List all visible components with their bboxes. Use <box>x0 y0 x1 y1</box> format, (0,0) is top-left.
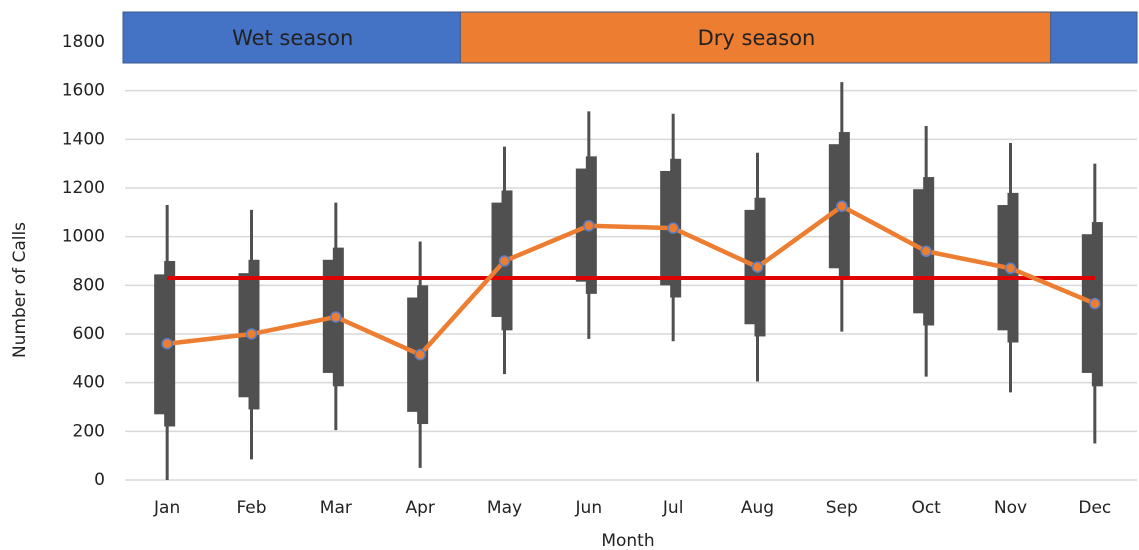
season-band: Wet season <box>122 11 463 64</box>
y-tick-label: 1600 <box>62 81 105 101</box>
y-tick-label: 800 <box>73 275 105 295</box>
x-tick-label: Sep <box>826 498 858 518</box>
series-marker <box>330 311 342 323</box>
season-band: Dry season <box>459 11 1054 64</box>
x-tick-label: Jun <box>575 498 603 518</box>
season-label: Wet season <box>232 26 353 50</box>
series-marker <box>1004 262 1017 275</box>
x-tick-label: Oct <box>911 498 941 518</box>
x-tick-label: Feb <box>236 498 266 518</box>
x-tick-label: Aug <box>741 498 774 518</box>
box-a <box>1081 234 1095 373</box>
x-tick-label: Dec <box>1078 498 1111 518</box>
box-a <box>491 202 505 317</box>
series-marker <box>920 245 932 258</box>
season-band <box>1050 11 1138 64</box>
y-axis-label: Number of Calls <box>10 222 30 358</box>
y-tick-label: 200 <box>73 421 105 441</box>
x-tick-label: Jan <box>153 498 180 518</box>
y-tick-label: 1400 <box>62 129 105 149</box>
season-rect <box>459 11 1054 64</box>
x-tick-label: Jul <box>662 498 684 518</box>
season-rect <box>1050 11 1138 64</box>
series-marker <box>414 348 426 361</box>
series-marker <box>667 222 679 234</box>
box-a <box>744 209 758 325</box>
y-tick-label: 1800 <box>62 32 105 52</box>
x-tick-label: Nov <box>994 498 1027 518</box>
series-marker <box>836 200 848 212</box>
box-a <box>828 144 842 269</box>
x-tick-label: Mar <box>320 498 352 518</box>
y-tick-label: 0 <box>94 470 105 490</box>
series-marker <box>245 328 258 340</box>
series-marker <box>751 261 764 273</box>
series-marker <box>161 337 173 350</box>
box-a <box>154 274 168 415</box>
x-axis-label: Month <box>601 531 654 550</box>
series-marker <box>498 255 511 267</box>
box-a <box>575 168 589 282</box>
x-tick-label: May <box>487 498 522 518</box>
series-marker <box>583 219 595 232</box>
season-label: Dry season <box>698 26 816 50</box>
y-tick-label: 400 <box>73 373 105 393</box>
box-a <box>913 189 927 314</box>
series-line <box>166 204 1096 357</box>
y-tick-label: 1000 <box>62 227 105 247</box>
y-tick-label: 1200 <box>62 178 105 198</box>
box-a <box>407 297 421 412</box>
x-tick-label: Apr <box>405 498 434 518</box>
y-tick-label: 600 <box>73 324 105 344</box>
series-marker <box>1089 297 1101 310</box>
